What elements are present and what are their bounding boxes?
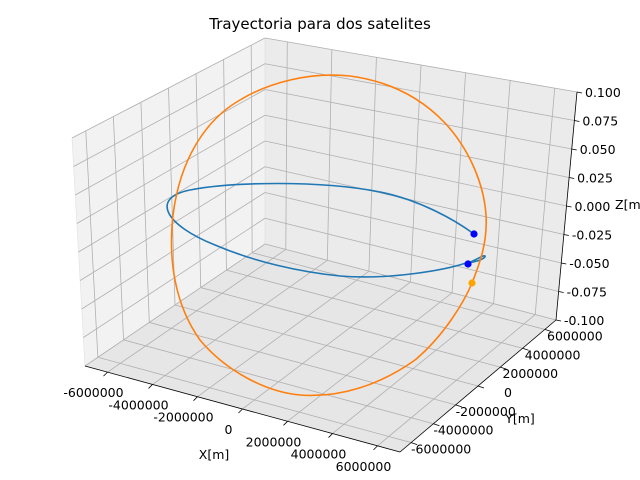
y-grid-floor-6	[252, 252, 545, 330]
y-grid-floor-1	[123, 339, 434, 425]
z-grid-left-2	[81, 192, 266, 310]
x-tick-mark-1	[148, 384, 153, 389]
x-axis-line	[84, 365, 401, 453]
z-grid-back-8	[264, 37, 578, 93]
z-axis-line	[555, 91, 578, 321]
z-tick-mark-3	[563, 234, 569, 236]
z-tick-mark-6	[571, 148, 577, 151]
tick-labels: -6000000-4000000-20000000200000040000006…	[63, 85, 620, 474]
y-grid-floor-3	[174, 304, 479, 387]
series-2-line	[170, 74, 488, 397]
z-grid-back-3	[264, 166, 564, 235]
y-tick-mark-3	[477, 385, 485, 389]
y-grid-floor-5	[226, 269, 523, 349]
series-1-current-marker	[470, 230, 478, 238]
z-grid-left-5	[76, 114, 266, 224]
z-tick-mark-2	[561, 262, 567, 265]
z-grid-left-7	[73, 63, 266, 167]
z-tick-label-4: 0.000	[575, 199, 611, 214]
y-tick-label-3: 0	[504, 385, 512, 400]
y-tick-label-0: -6000000	[411, 442, 471, 457]
x-tick-mark-3	[238, 408, 243, 414]
x-tick-label-1: -4000000	[108, 397, 168, 412]
extra-marker	[464, 260, 472, 268]
x-tick-label-0: -6000000	[63, 385, 123, 400]
y-tick-mark-1	[433, 423, 440, 427]
z-tick-mark-0	[555, 319, 562, 322]
y-tick-label-6: 6000000	[547, 328, 603, 343]
x-tick-mark-6	[373, 445, 378, 451]
y-tick-mark-4	[500, 366, 507, 370]
z-tick-mark-5	[569, 177, 575, 179]
z-tick-mark-1	[558, 291, 564, 293]
z-tick-label-1: -0.075	[567, 285, 607, 300]
y-tick-label-4: 2000000	[502, 366, 558, 381]
series-layer	[166, 74, 488, 397]
x-tick-mark-2	[193, 396, 198, 401]
z-tick-label-2: -0.050	[569, 256, 609, 271]
z-tick-mark-4	[566, 205, 572, 208]
z-tick-label-6: 0.050	[580, 142, 616, 157]
series-2-current-marker	[468, 279, 476, 287]
z-grid-back-7	[264, 63, 575, 121]
z-tick-label-7: 0.075	[582, 114, 618, 129]
x-tick-mark-0	[103, 371, 108, 377]
chart-title: Trayectoria para dos satelites	[208, 15, 431, 33]
y-grid-floor-4	[200, 287, 501, 368]
z-tick-label-5: 0.025	[577, 171, 613, 186]
y-tick-label-5: 4000000	[525, 347, 581, 362]
z-grid-back-5	[264, 114, 570, 178]
z-tick-mark-8	[576, 91, 583, 94]
z-grid-left-6	[75, 89, 266, 196]
z-grid-back-2	[264, 192, 562, 264]
x-tick-label-5: 4000000	[291, 447, 347, 462]
x-tick-mark-4	[283, 421, 288, 426]
y-tick-mark-5	[522, 347, 529, 351]
y-tick-label-2: -2000000	[456, 404, 516, 419]
x-tick-label-6: 6000000	[336, 459, 392, 474]
y-tick-label-1: -4000000	[433, 423, 493, 438]
y-axis-line	[399, 319, 557, 453]
x-tick-mark-5	[328, 433, 333, 438]
z-tick-label-8: 0.100	[585, 85, 621, 100]
y-grid-floor-0	[97, 356, 412, 443]
axis-lines	[84, 91, 583, 453]
y-tick-mark-0	[411, 442, 418, 445]
z-axis-label: Z[m]	[615, 197, 640, 212]
z-grid-back-1	[264, 217, 559, 292]
z-grid-left-0	[84, 243, 266, 367]
x-tick-label-2: -2000000	[153, 410, 213, 425]
z-tick-mark-7	[574, 120, 580, 122]
x-tick-label-3: 0	[225, 422, 233, 437]
y-tick-mark-2	[455, 404, 462, 408]
z-grid-left-8	[71, 37, 266, 139]
z-tick-label-3: -0.025	[572, 228, 612, 243]
y-tick-mark-6	[544, 329, 551, 332]
y-axis-label: Y[m]	[504, 411, 535, 426]
z-tick-label-0: -0.100	[564, 313, 604, 328]
x-tick-label-4: 2000000	[246, 434, 302, 449]
x-axis-label: X[m]	[199, 447, 230, 462]
z-grid-back-4	[264, 140, 567, 207]
z-grid-back-0	[264, 243, 557, 321]
z-grid-back-6	[264, 89, 572, 150]
y-grid-floor-2	[149, 322, 456, 406]
axes-panes	[71, 37, 578, 453]
